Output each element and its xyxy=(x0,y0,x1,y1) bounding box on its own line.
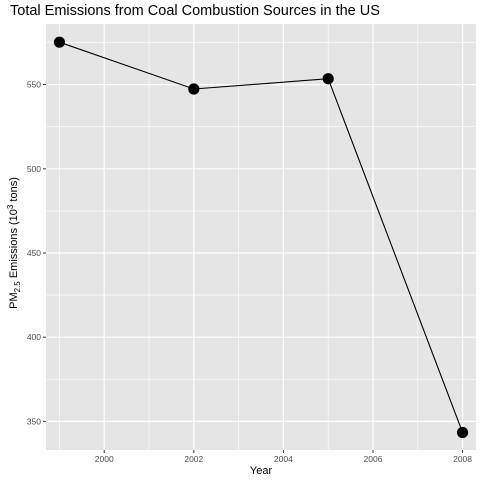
x-axis: 2000 2002 2004 2006 2008 xyxy=(95,450,472,464)
y-tick-label: 350 xyxy=(27,416,41,426)
major-gridlines xyxy=(46,24,476,450)
chart-title: Total Emissions from Coal Combustion Sou… xyxy=(10,3,380,19)
x-tick-label: 2000 xyxy=(95,454,114,464)
x-axis-title: Year xyxy=(250,465,273,477)
y-axis-title: PM2.5 Emissions (103 tons) xyxy=(6,177,22,309)
data-point xyxy=(456,426,469,439)
emissions-line xyxy=(59,41,464,433)
y-tick-label: 500 xyxy=(27,164,41,174)
x-tick-label: 2004 xyxy=(274,454,293,464)
minor-gridlines xyxy=(46,24,476,450)
x-tick-label: 2006 xyxy=(364,454,383,464)
y-axis: 350 400 450 500 550 xyxy=(27,80,46,426)
y-tick-label: 550 xyxy=(27,80,41,90)
data-point xyxy=(322,73,334,85)
data-point xyxy=(53,36,66,48)
y-tick-label: 450 xyxy=(27,248,41,258)
plot-panel xyxy=(46,24,476,450)
data-series xyxy=(53,36,469,439)
x-tick-label: 2008 xyxy=(453,454,472,464)
y-tick-label: 400 xyxy=(27,332,41,342)
data-point xyxy=(188,83,200,95)
x-tick-label: 2002 xyxy=(184,454,203,464)
